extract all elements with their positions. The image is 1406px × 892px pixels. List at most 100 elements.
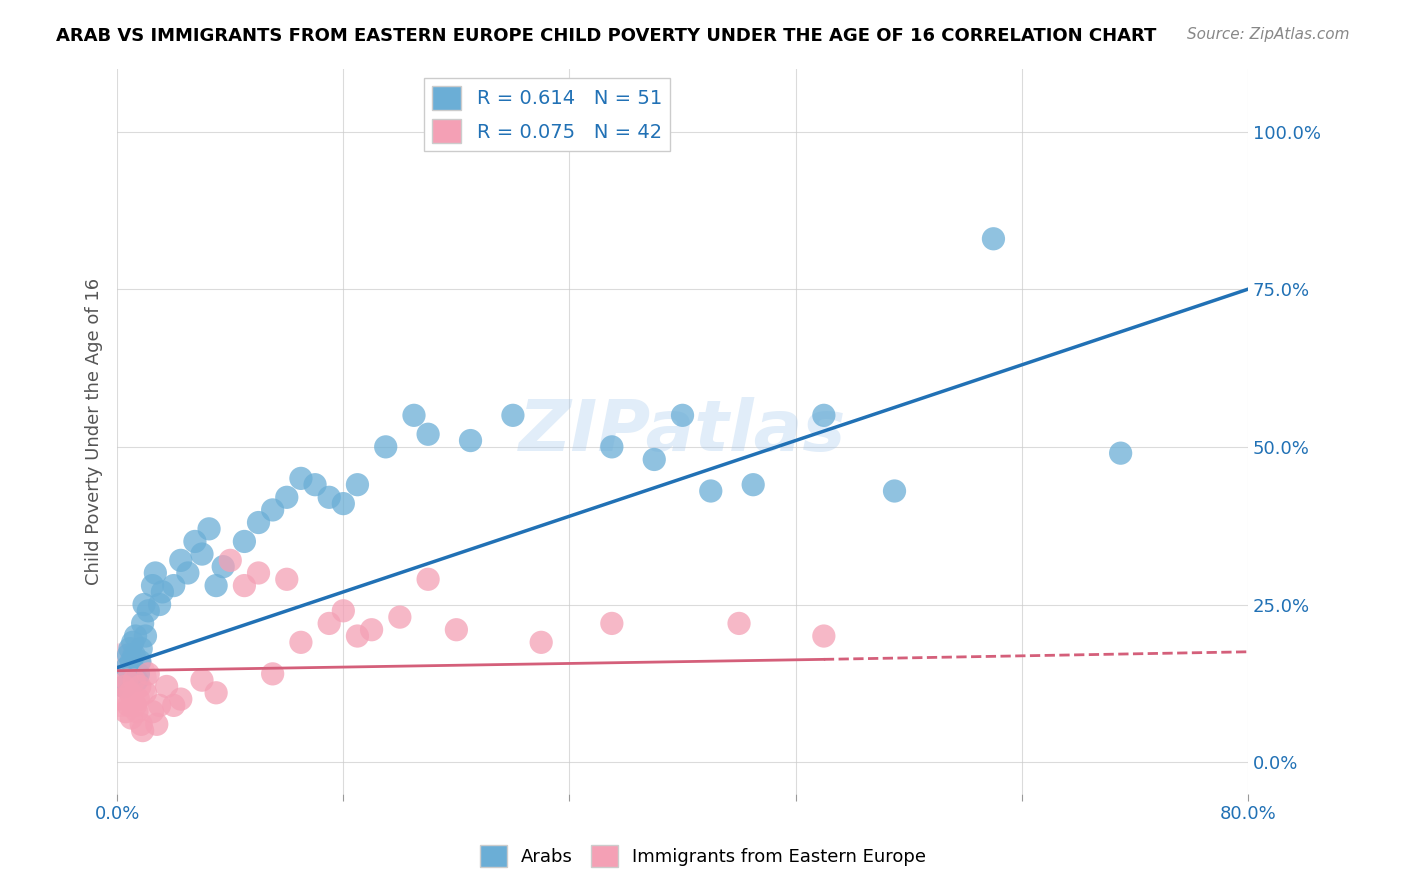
Text: Source: ZipAtlas.com: Source: ZipAtlas.com	[1187, 27, 1350, 42]
Point	[125, 673, 148, 688]
Point	[141, 578, 163, 592]
Point	[212, 559, 235, 574]
Point	[374, 440, 396, 454]
Point	[416, 427, 439, 442]
Point	[262, 503, 284, 517]
Point	[700, 483, 723, 498]
Point	[134, 629, 156, 643]
Point	[170, 692, 193, 706]
Point	[127, 666, 149, 681]
Legend: R = 0.614   N = 51, R = 0.075   N = 42: R = 0.614 N = 51, R = 0.075 N = 42	[425, 78, 669, 151]
Point	[671, 409, 693, 423]
Point	[149, 698, 172, 713]
Point	[152, 585, 174, 599]
Point	[191, 547, 214, 561]
Point	[883, 483, 905, 498]
Point	[117, 648, 139, 662]
Point	[134, 686, 156, 700]
Point	[128, 654, 150, 668]
Text: ZIPatlas: ZIPatlas	[519, 397, 846, 466]
Point	[124, 698, 146, 713]
Point	[318, 491, 340, 505]
Point	[110, 692, 132, 706]
Point	[149, 598, 172, 612]
Point	[205, 578, 228, 592]
Point	[247, 516, 270, 530]
Point	[332, 604, 354, 618]
Point	[115, 660, 138, 674]
Point	[177, 566, 200, 580]
Point	[117, 698, 139, 713]
Point	[304, 477, 326, 491]
Point	[198, 522, 221, 536]
Point	[131, 616, 153, 631]
Point	[156, 680, 179, 694]
Point	[132, 598, 155, 612]
Point	[446, 623, 468, 637]
Point	[813, 409, 835, 423]
Point	[143, 566, 166, 580]
Point	[1109, 446, 1132, 460]
Point	[131, 723, 153, 738]
Point	[120, 711, 142, 725]
Point	[502, 409, 524, 423]
Point	[205, 686, 228, 700]
Point	[136, 604, 159, 618]
Point	[600, 440, 623, 454]
Point	[163, 698, 186, 713]
Point	[118, 641, 141, 656]
Point	[290, 635, 312, 649]
Point	[402, 409, 425, 423]
Point	[416, 572, 439, 586]
Y-axis label: Child Poverty Under the Age of 16: Child Poverty Under the Age of 16	[86, 277, 103, 584]
Point	[114, 705, 136, 719]
Point	[124, 629, 146, 643]
Point	[233, 578, 256, 592]
Point	[318, 616, 340, 631]
Point	[118, 686, 141, 700]
Point	[290, 471, 312, 485]
Point	[332, 497, 354, 511]
Point	[121, 635, 143, 649]
Point	[163, 578, 186, 592]
Point	[388, 610, 411, 624]
Point	[127, 692, 149, 706]
Point	[121, 692, 143, 706]
Point	[184, 534, 207, 549]
Point	[460, 434, 482, 448]
Point	[742, 477, 765, 491]
Legend: Arabs, Immigrants from Eastern Europe: Arabs, Immigrants from Eastern Europe	[472, 838, 934, 874]
Point	[112, 680, 135, 694]
Point	[122, 648, 145, 662]
Point	[262, 666, 284, 681]
Point	[122, 673, 145, 688]
Point	[145, 717, 167, 731]
Point	[600, 616, 623, 631]
Point	[247, 566, 270, 580]
Point	[233, 534, 256, 549]
Point	[112, 680, 135, 694]
Point	[128, 680, 150, 694]
Point	[170, 553, 193, 567]
Point	[108, 673, 131, 688]
Point	[129, 717, 152, 731]
Point	[276, 491, 298, 505]
Point	[346, 629, 368, 643]
Point	[346, 477, 368, 491]
Point	[191, 673, 214, 688]
Point	[813, 629, 835, 643]
Text: ARAB VS IMMIGRANTS FROM EASTERN EUROPE CHILD POVERTY UNDER THE AGE OF 16 CORRELA: ARAB VS IMMIGRANTS FROM EASTERN EUROPE C…	[56, 27, 1157, 45]
Point	[360, 623, 382, 637]
Point	[136, 666, 159, 681]
Point	[276, 572, 298, 586]
Point	[141, 705, 163, 719]
Point	[219, 553, 242, 567]
Point	[125, 705, 148, 719]
Point	[115, 673, 138, 688]
Point	[983, 232, 1005, 246]
Point	[728, 616, 751, 631]
Point	[129, 641, 152, 656]
Point	[530, 635, 553, 649]
Point	[643, 452, 665, 467]
Point	[120, 654, 142, 668]
